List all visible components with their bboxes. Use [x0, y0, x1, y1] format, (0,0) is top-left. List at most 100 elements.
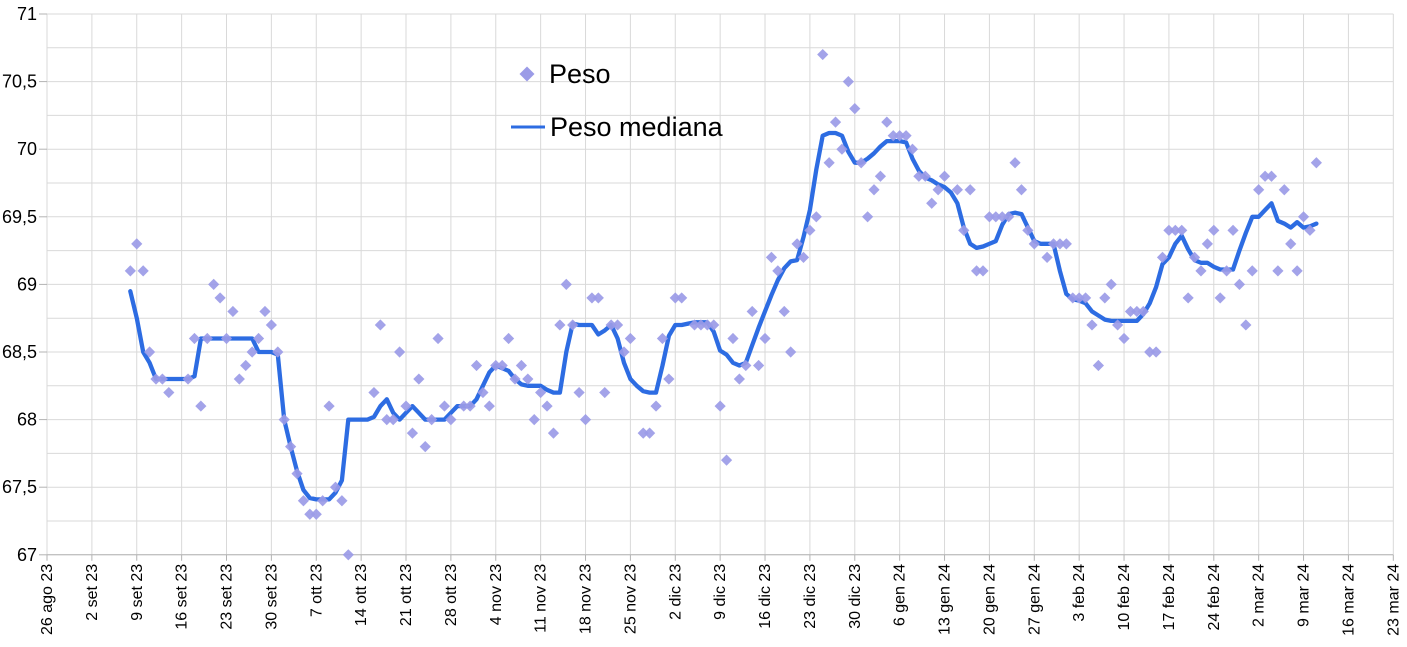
peso-point: [368, 386, 380, 399]
peso-point: [124, 265, 136, 277]
x-axis-label: 30 set 23: [263, 564, 280, 630]
peso-point: [772, 265, 784, 277]
peso-point: [656, 332, 669, 345]
peso-point: [746, 305, 758, 318]
x-axis-label: 16 mar 24: [1340, 564, 1357, 636]
peso-point: [259, 305, 271, 318]
peso-point: [1233, 278, 1246, 290]
peso-point: [432, 332, 444, 345]
peso-point: [720, 454, 733, 466]
peso-point: [1259, 170, 1271, 182]
peso-point: [188, 332, 201, 345]
peso-point: [708, 319, 720, 331]
y-axis-label: 69,5: [2, 207, 37, 227]
peso-point: [1047, 238, 1060, 250]
peso-point: [599, 386, 611, 399]
x-axis-label: 9 mar 24: [1296, 564, 1313, 627]
peso-point: [195, 400, 207, 412]
peso-point: [1060, 238, 1072, 250]
peso-point: [990, 211, 1002, 223]
peso-point: [1131, 305, 1143, 318]
peso-point: [804, 224, 816, 236]
peso-point: [541, 400, 553, 412]
peso-point: [753, 359, 765, 372]
peso-point: [1028, 238, 1040, 250]
peso-point: [894, 130, 906, 142]
peso-point: [426, 414, 438, 426]
peso-point: [1297, 211, 1310, 223]
x-axis-label: 10 feb 24: [1116, 564, 1133, 631]
peso-point: [958, 224, 970, 236]
peso-point: [535, 386, 547, 399]
peso-point: [502, 332, 515, 345]
x-axis-label: 11 nov 23: [533, 564, 550, 633]
peso-point: [445, 414, 457, 426]
y-axis-label: 69: [17, 274, 37, 294]
x-axis-label: 24 feb 24: [1206, 564, 1223, 631]
peso-point: [490, 359, 502, 372]
peso-point: [272, 346, 284, 358]
peso-point: [1182, 292, 1194, 304]
peso-point: [714, 400, 726, 412]
peso-point: [733, 373, 745, 385]
peso-point: [1015, 184, 1028, 196]
y-axis-label: 70,5: [2, 72, 37, 92]
x-axis-label: 23 set 23: [219, 564, 236, 630]
peso-point: [983, 211, 996, 223]
peso-point: [810, 211, 822, 223]
x-axis-label: 3 feb 24: [1071, 564, 1088, 622]
peso-point: [1265, 170, 1278, 182]
peso-point: [291, 468, 303, 480]
peso-point: [1156, 251, 1169, 263]
peso-point: [1124, 305, 1137, 318]
peso-point: [1176, 224, 1188, 236]
peso-point: [419, 441, 431, 453]
peso-point: [977, 265, 989, 277]
peso-point: [1169, 224, 1181, 236]
peso-point: [477, 386, 489, 399]
peso-point: [727, 332, 739, 345]
peso-point: [317, 495, 329, 507]
peso-point: [900, 130, 912, 142]
peso-point: [374, 319, 386, 331]
x-axis-label: 9 set 23: [129, 564, 146, 621]
peso-point: [695, 319, 707, 331]
peso-point: [547, 427, 560, 439]
peso-point: [342, 549, 354, 561]
x-axis-label: 26 ago 23: [39, 564, 56, 635]
peso-point: [829, 116, 842, 128]
x-axis-label: 27 gen 24: [1026, 564, 1043, 635]
data-layer: [124, 48, 1322, 561]
x-axis-label: 23 dic 23: [802, 564, 819, 629]
peso-point: [823, 157, 835, 169]
peso-point: [182, 373, 194, 385]
peso-point: [842, 76, 854, 88]
peso-point: [785, 346, 797, 358]
x-axis-label: 6 gen 24: [892, 564, 909, 626]
x-axis-label: 17 feb 24: [1161, 564, 1178, 631]
peso-point: [996, 211, 1008, 223]
peso-point: [932, 184, 944, 196]
peso-point: [701, 319, 713, 331]
peso-point: [938, 170, 951, 182]
peso-point: [855, 157, 867, 169]
peso-point: [387, 414, 399, 426]
x-axis-label: 13 gen 24: [937, 564, 954, 635]
peso-point: [663, 373, 675, 385]
peso-point: [874, 170, 887, 182]
peso-point: [1163, 224, 1175, 236]
peso-point: [483, 400, 495, 412]
peso-point: [323, 400, 335, 412]
peso-point: [926, 197, 938, 209]
peso-point: [522, 373, 534, 385]
x-axis-label: 2 set 23: [84, 564, 101, 621]
peso-point: [227, 305, 239, 318]
peso-point: [464, 400, 476, 412]
peso-point: [246, 346, 258, 358]
peso-point: [278, 414, 290, 426]
peso-point: [329, 481, 342, 493]
peso-point: [1221, 265, 1233, 277]
peso-point: [496, 359, 508, 372]
